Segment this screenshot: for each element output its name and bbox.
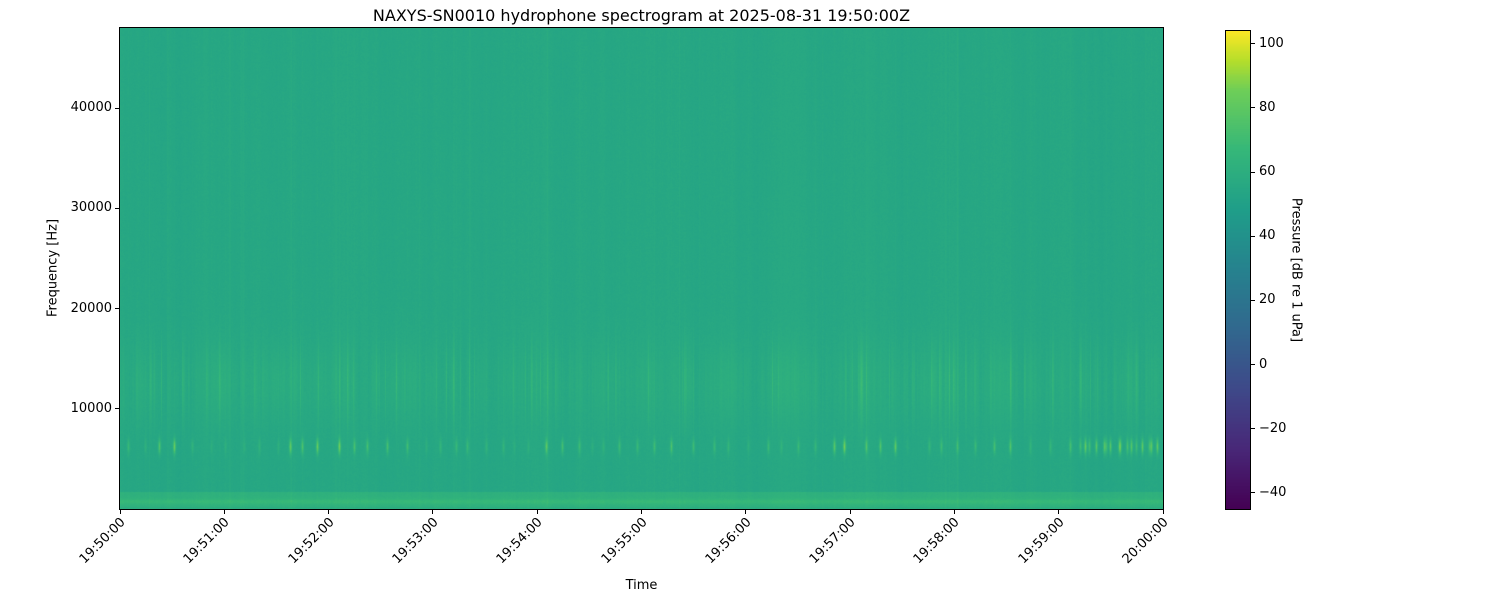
colorbar-tick-mark	[1251, 107, 1255, 109]
x-tick-mark	[1058, 510, 1060, 514]
colorbar-gradient	[1225, 30, 1251, 510]
colorbar-label: Pressure [dB re 1 uPa]	[1288, 197, 1304, 343]
x-tick-label: 19:51:00	[181, 515, 233, 567]
x-tick-mark	[1162, 510, 1164, 514]
x-tick-mark	[223, 510, 225, 514]
x-tick-label: 19:55:00	[598, 515, 651, 567]
colorbar-tick-mark	[1251, 492, 1255, 494]
y-tick-mark	[115, 107, 119, 109]
colorbar-tick-label: −40	[1259, 484, 1287, 500]
x-tick-mark	[536, 510, 538, 514]
x-tick-mark	[119, 510, 121, 514]
x-axis-label: Time	[625, 578, 658, 593]
colorbar-tick-label: 60	[1259, 164, 1276, 180]
x-tick-label: 19:56:00	[702, 515, 755, 567]
x-tick-label: 19:53:00	[389, 515, 442, 567]
y-tick-label: 40000	[70, 100, 112, 116]
colorbar-tick-mark	[1251, 364, 1255, 366]
x-tick-mark	[641, 510, 642, 514]
y-tick-label: 20000	[70, 300, 112, 316]
y-tick-mark	[115, 408, 119, 410]
x-tick-label: 19:57:00	[806, 515, 859, 567]
x-tick-mark	[432, 510, 434, 514]
x-tick-label: 19:58:00	[911, 515, 963, 567]
x-tick-mark	[953, 510, 955, 514]
x-tick-mark	[328, 510, 330, 514]
colorbar-tick-mark	[1251, 235, 1255, 237]
colorbar-tick-label: 40	[1259, 228, 1276, 244]
colorbar-tick-label: 0	[1259, 356, 1268, 372]
x-tick-label: 19:52:00	[285, 515, 338, 567]
x-tick-label: 19:50:00	[76, 515, 129, 567]
colorbar-tick-label: 20	[1259, 292, 1276, 308]
colorbar-tick-label: 100	[1259, 35, 1284, 51]
colorbar-tick-mark	[1251, 299, 1255, 301]
x-tick-mark	[745, 510, 747, 514]
colorbar-tick-mark	[1251, 428, 1255, 430]
colorbar-tick-mark	[1251, 171, 1255, 173]
x-tick-label: 20:00:00	[1119, 515, 1172, 567]
chart-title: NAXYS-SN0010 hydrophone spectrogram at 2…	[372, 6, 911, 25]
x-tick-mark	[849, 510, 851, 514]
x-tick-label: 19:59:00	[1015, 515, 1068, 567]
y-tick-label: 10000	[70, 400, 112, 416]
colorbar-tick-label: −20	[1259, 420, 1287, 436]
y-tick-mark	[115, 308, 119, 310]
y-tick-mark	[115, 207, 119, 209]
y-tick-label: 30000	[70, 200, 112, 216]
colorbar-tick-mark	[1251, 43, 1255, 45]
spectrogram-heatmap	[119, 27, 1164, 510]
x-tick-label: 19:54:00	[493, 515, 546, 567]
colorbar-tick-label: 80	[1259, 99, 1276, 115]
